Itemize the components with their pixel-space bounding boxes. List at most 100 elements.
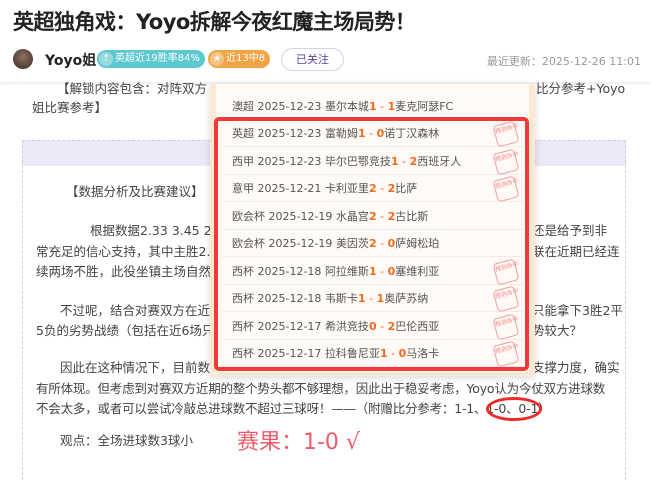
match-date: 2025-12-19 bbox=[268, 209, 333, 223]
home-score: 2 bbox=[368, 237, 377, 250]
league: 西甲 bbox=[232, 154, 254, 168]
history-row[interactable]: 西甲 2025-12-23 毕尔巴鄂竞技1 - 2西班牙人 预测命中 bbox=[222, 148, 523, 175]
match-date: 2025-12-17 bbox=[257, 347, 322, 360]
away-team: 麦克阿瑟FC bbox=[395, 100, 454, 113]
home-team: 韦斯卡 bbox=[324, 292, 358, 305]
away-team: 诺丁汉森林 bbox=[384, 127, 440, 140]
p2-line1-right: 只能拿下3胜2平 bbox=[532, 303, 623, 318]
update-time: 最近更新：2025-12-26 11:01 bbox=[486, 55, 641, 68]
p3-line1-right: 支撑力度，确实 bbox=[532, 360, 620, 375]
away-team: 古比斯 bbox=[395, 209, 429, 223]
home-score: 1 bbox=[390, 154, 399, 168]
history-row[interactable]: 欧会杯 2025-12-19 水晶宫2 - 2古比斯 bbox=[222, 203, 523, 230]
win-rate-text: 英超近19胜率84% bbox=[115, 53, 200, 64]
star-icon: ★ bbox=[210, 52, 224, 66]
league: 西杯 bbox=[232, 347, 254, 360]
p1-line1-right: 还是给予到非 bbox=[532, 223, 608, 238]
history-row[interactable]: 西杯 2025-12-17 拉科鲁尼亚1 - 0马洛卡 预测命中 bbox=[222, 340, 523, 368]
away-score: 2 bbox=[387, 182, 396, 195]
home-team: 卡利亚里 bbox=[324, 182, 369, 195]
home-score: 1 bbox=[379, 347, 388, 360]
home-team: 阿拉维斯 bbox=[324, 264, 369, 278]
league: 西杯 bbox=[232, 319, 254, 333]
match-date: 2025-12-23 bbox=[257, 100, 322, 113]
follow-button[interactable]: 已关注 bbox=[281, 48, 344, 71]
p1-line2-right: 联在近期已经连 bbox=[532, 244, 620, 259]
home-score: 2 bbox=[368, 182, 377, 195]
home-team: 水晶宫 bbox=[335, 209, 369, 223]
highlight-circle bbox=[486, 397, 542, 421]
highlight-box bbox=[214, 117, 529, 371]
away-team: 西班牙人 bbox=[417, 154, 462, 168]
p1-line2-left: 常充足的信心支持，其中主胜2. bbox=[36, 244, 211, 259]
away-team: 奥萨苏纳 bbox=[384, 292, 429, 305]
home-team: 富勒姆 bbox=[324, 127, 358, 140]
away-score: 1 bbox=[387, 100, 396, 113]
away-team: 比萨 bbox=[395, 182, 418, 195]
article-header: 英超独角戏：Yoyo拆解今夜红魔主场局势！ Yoyo姐 ↑ 英超近19胜率84% … bbox=[0, 0, 651, 82]
p2-line2-left: 5负的劣势战绩（包括在近6场只 bbox=[36, 323, 215, 338]
home-team: 美因茨 bbox=[335, 237, 369, 250]
league: 西杯 bbox=[232, 264, 254, 278]
home-team: 希洪竞技 bbox=[324, 319, 369, 333]
league: 欧会杯 bbox=[232, 209, 265, 223]
history-popup: 澳超 2025-12-23 墨尔本城1 - 1麦克阿瑟FC 英超 2025-12-… bbox=[210, 84, 535, 376]
section-heading: 【数据分析及比赛建议】 bbox=[66, 184, 204, 199]
match-date: 2025-12-19 bbox=[268, 237, 333, 250]
home-score: 1 bbox=[357, 292, 366, 305]
match-result: 赛果：1-0 √ bbox=[237, 430, 360, 455]
history-row[interactable]: 澳超 2025-12-23 墨尔本城1 - 1麦克阿瑟FC bbox=[222, 93, 523, 120]
home-score: 0 bbox=[368, 319, 377, 333]
match-date: 2025-12-17 bbox=[257, 319, 322, 333]
away-score: 2 bbox=[387, 319, 396, 333]
away-team: 马洛卡 bbox=[406, 347, 440, 360]
home-team: 拉科鲁尼亚 bbox=[324, 347, 380, 360]
away-score: 0 bbox=[398, 347, 407, 360]
author-name[interactable]: Yoyo姐 bbox=[45, 53, 97, 69]
history-row[interactable]: 西杯 2025-12-17 希洪竞技0 - 2巴伦西亚 预测命中 bbox=[222, 313, 523, 340]
history-row[interactable]: 欧会杯 2025-12-19 美因茨2 - 0萨姆松珀 bbox=[222, 230, 523, 257]
home-score: 1 bbox=[368, 100, 377, 113]
p1-line3-left: 续两场不胜，此役坐镇主场自然 bbox=[36, 264, 212, 279]
away-team: 塞维利亚 bbox=[395, 264, 440, 278]
match-date: 2025-12-23 bbox=[257, 127, 322, 140]
away-score: 1 bbox=[376, 292, 385, 305]
away-team: 萨姆松珀 bbox=[395, 237, 440, 250]
league: 英超 bbox=[232, 127, 254, 140]
home-score: 1 bbox=[368, 264, 377, 278]
history-row[interactable]: 西杯 2025-12-18 韦斯卡1 - 1奥萨苏纳 预测命中 bbox=[222, 285, 523, 313]
arrow-up-icon: ↑ bbox=[99, 52, 113, 66]
away-score: 0 bbox=[376, 127, 385, 140]
p3-line3: 不会太多，或者可以尝试冷敲总进球数不超过三球呀！——（附赠比分参考：1-1、1-… bbox=[36, 401, 551, 416]
p3-line1-left: 因此在这种情况下，目前数 bbox=[60, 360, 211, 375]
intro-line1-right: 比分参考+Yoyo bbox=[536, 81, 626, 96]
history-row[interactable]: 英超 2025-12-23 富勒姆1 - 0诺丁汉森林 预测命中 bbox=[222, 120, 523, 148]
page-title: 英超独角戏：Yoyo拆解今夜红魔主场局势！ bbox=[13, 10, 416, 34]
league: 欧会杯 bbox=[232, 237, 265, 250]
streak-text: 近13中8 bbox=[226, 53, 266, 64]
away-team: 巴伦西亚 bbox=[395, 319, 440, 333]
p3-line2: 有所体现。但考虑到对赛双方近期的整个势头都不够理想，因此出于稳妥考虑，Yoyo认… bbox=[36, 381, 606, 396]
win-rate-badge: ↑ 英超近19胜率84% bbox=[97, 50, 205, 68]
match-date: 2025-12-18 bbox=[257, 264, 322, 278]
home-score: 2 bbox=[368, 209, 377, 223]
p2-line1-left: 不过呢，结合对赛双方在近 bbox=[60, 303, 211, 318]
home-score: 1 bbox=[357, 127, 366, 140]
intro-line1-left: 【解锁内容包含：对阵双方 bbox=[57, 81, 208, 96]
avatar[interactable] bbox=[13, 49, 33, 69]
away-score: 0 bbox=[387, 237, 396, 250]
home-team: 墨尔本城 bbox=[324, 100, 369, 113]
history-row[interactable]: 意甲 2025-12-21 卡利亚里2 - 2比萨 预测命中 bbox=[222, 175, 523, 203]
history-list: 澳超 2025-12-23 墨尔本城1 - 1麦克阿瑟FC 英超 2025-12-… bbox=[216, 84, 529, 372]
home-team: 毕尔巴鄂竞技 bbox=[324, 154, 391, 168]
league: 澳超 bbox=[232, 100, 254, 113]
league: 意甲 bbox=[232, 182, 254, 195]
match-date: 2025-12-21 bbox=[257, 182, 322, 195]
intro-line2: 姐比赛参考】 bbox=[32, 100, 108, 115]
match-date: 2025-12-23 bbox=[257, 154, 322, 168]
p2-line2-right: 势较大？ bbox=[532, 323, 583, 338]
away-score: 2 bbox=[387, 209, 396, 223]
history-row[interactable]: 西杯 2025-12-18 阿拉维斯1 - 0塞维利亚 预测命中 bbox=[222, 258, 523, 285]
p1-line1-left: 根据数据2.33 3.45 2.45的 bbox=[90, 223, 244, 238]
match-date: 2025-12-18 bbox=[257, 292, 322, 305]
